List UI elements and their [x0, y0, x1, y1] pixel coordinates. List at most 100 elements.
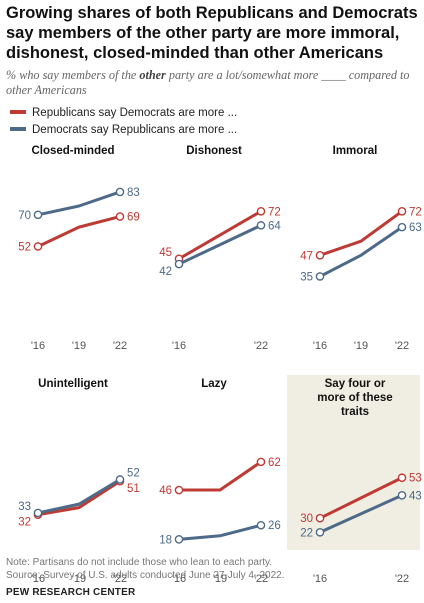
data-value-label: 83: [127, 187, 140, 199]
data-point-marker: [315, 527, 325, 537]
data-value-label: 53: [409, 473, 422, 485]
data-value-label: 30: [300, 513, 313, 525]
data-value-label: 26: [268, 520, 281, 532]
data-value-label: 46: [159, 485, 172, 497]
x-tick-label: '19: [72, 340, 86, 352]
x-tick-label: '22: [254, 340, 268, 352]
x-tick-label: '22: [254, 573, 268, 585]
panel-lazy: Lazy '16 '19 '22 46 62 18 26: [145, 375, 281, 599]
panel-title: Say four or: [325, 378, 386, 390]
data-point-marker: [315, 513, 325, 523]
x-tick-label: '16: [313, 340, 327, 352]
x-tick-label: '19: [72, 573, 86, 585]
data-point-marker: [315, 250, 325, 260]
panel-svg-dishonest: Dishonest '16 '22 45 72 42 64: [159, 145, 281, 352]
data-value-label: 43: [409, 490, 422, 502]
subtitle-emphasis: other: [139, 68, 166, 82]
panel-immoral: Immoral '16 '19 '22 47 72 35 63: [286, 142, 422, 366]
data-value-label: 52: [127, 467, 140, 479]
series-line-republicans: [319, 476, 403, 520]
x-tick-label: '22: [113, 573, 127, 585]
data-value-label: 22: [300, 527, 313, 539]
series-line-republicans: [37, 215, 121, 248]
panel-dishonest: Dishonest '16 '22 45 72 42 64: [145, 142, 281, 366]
x-tick-label: '22: [113, 340, 127, 352]
legend-swatch-democrats: [10, 126, 26, 131]
data-value-label: 18: [159, 534, 172, 546]
note-text: Note: Partisans do not include those who…: [6, 557, 273, 568]
panel-svg-unintelligent: Unintelligent '16 '19 '22 32 51 33 52: [18, 378, 140, 585]
data-point-marker: [397, 473, 407, 483]
series-line-republicans: [178, 209, 262, 261]
series-line-republicans: [37, 479, 121, 517]
data-point-marker: [256, 520, 266, 530]
data-point-marker: [256, 221, 266, 230]
data-point-marker: [397, 206, 407, 216]
subtitle-text-post: party are a lot/somewhat more ____ compa…: [6, 68, 410, 97]
series-line-democrats: [319, 225, 403, 278]
highlight-panel-background: [287, 375, 420, 550]
panel-svg-immoral: Immoral '16 '19 '22 47 72 35 63: [300, 145, 422, 352]
data-value-label: 63: [409, 222, 422, 234]
x-tick-label: '16: [31, 573, 45, 585]
data-value-label: 47: [300, 250, 313, 262]
data-value-label: 45: [159, 247, 172, 259]
panel-svg-say-four-or-more-of-these-traits: Say four or more of these traits '16 '22 30 53…: [300, 378, 422, 585]
panel-svg-closed-minded: Closed-minded '16 '19 '22 52 69 70 83: [18, 145, 140, 352]
x-tick-label: '22: [395, 573, 409, 585]
series-line-democrats: [178, 523, 262, 541]
data-value-label: 42: [159, 266, 172, 278]
subtitle-text-pre: % who say members of the: [6, 68, 140, 82]
data-value-label: 64: [268, 220, 281, 232]
data-value-label: 52: [18, 241, 31, 253]
series-line-democrats: [178, 224, 262, 266]
panel-unintelligent: Unintelligent '16 '19 '22 32 51 33 52: [4, 375, 140, 599]
legend-swatch-republicans: [10, 109, 26, 114]
series-line-democrats: [37, 478, 121, 515]
panel-title: Lazy: [201, 378, 227, 390]
x-tick-label: '16: [172, 573, 186, 585]
panel-closed-minded: Closed-minded '16 '19 '22 52 69 70 83: [4, 142, 140, 366]
chart-footnote: Note: Partisans do not include those who…: [6, 557, 285, 582]
panel-title: Immoral: [333, 145, 378, 157]
panel-title: more of these: [317, 392, 392, 404]
series-line-democrats: [319, 493, 403, 534]
data-point-marker: [115, 212, 125, 221]
x-tick-label: '19: [354, 340, 368, 352]
legend-item-republicans: Republicans say Democrats are more ...: [10, 107, 237, 119]
source-text: Source: Survey of U.S. adults conducted …: [6, 569, 285, 581]
data-point-marker: [174, 485, 184, 495]
panel-say-four-or-more-of-these-traits: Say four or more of these traits '16 '22 30 53…: [286, 375, 422, 599]
data-value-label: 51: [127, 483, 140, 495]
data-value-label: 70: [18, 210, 31, 222]
data-point-marker: [397, 222, 407, 232]
series-line-democrats: [37, 190, 121, 217]
panel-title: Unintelligent: [38, 378, 108, 390]
data-value-label: 32: [18, 517, 31, 529]
data-point-marker: [256, 206, 266, 216]
panel-svg-lazy: Lazy '16 '19 '22 46 62 18 26: [159, 378, 281, 585]
data-point-marker: [256, 457, 266, 467]
data-point-marker: [115, 187, 125, 197]
panel-title: Closed-minded: [31, 145, 114, 157]
brand-logo-text: PEW RESEARCH CENTER: [6, 587, 136, 598]
chart-subtitle: % who say members of the other party are…: [6, 68, 416, 98]
data-point-marker: [397, 491, 407, 500]
data-point-marker: [115, 475, 125, 484]
data-point-marker: [33, 508, 43, 518]
data-value-label: 35: [300, 271, 313, 283]
data-point-marker: [33, 242, 43, 251]
x-tick-label: '19: [213, 573, 227, 585]
series-line-republicans: [319, 210, 403, 257]
data-point-marker: [315, 272, 325, 281]
data-value-label: 62: [268, 457, 281, 469]
data-value-label: 72: [268, 206, 281, 218]
data-point-marker: [174, 535, 184, 544]
data-value-label: 33: [18, 501, 31, 513]
data-value-label: 69: [127, 212, 140, 224]
x-tick-label: '22: [395, 340, 409, 352]
panel-title: traits: [341, 406, 369, 418]
x-tick-label: '16: [172, 340, 186, 352]
legend-label-republicans: Republicans say Democrats are more ...: [32, 107, 238, 119]
chart-title: Growing shares of both Republicans and D…: [6, 4, 418, 62]
